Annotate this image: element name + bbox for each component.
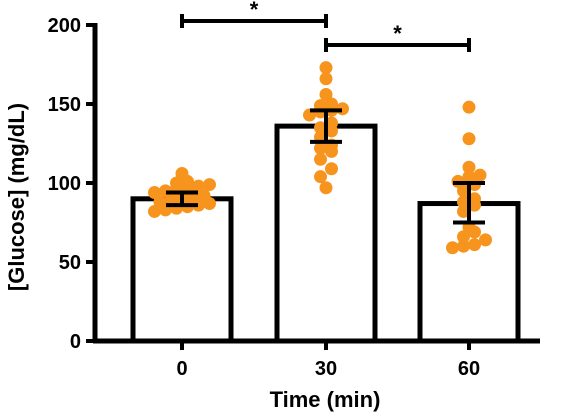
significance-layer: ** (180, 0, 471, 52)
data-point-30 (319, 88, 333, 102)
data-point-60 (446, 241, 459, 255)
data-point-0 (192, 179, 205, 193)
x-tick-label: 0 (176, 358, 187, 380)
bar-0 (130, 196, 234, 344)
data-point-60 (462, 160, 476, 174)
data-point-30 (314, 121, 327, 135)
data-point-30 (319, 61, 333, 75)
data-point-0 (148, 185, 161, 199)
data-point-60 (457, 204, 470, 218)
error-bars-layer (166, 108, 485, 225)
data-point-60 (457, 230, 470, 244)
data-point-0 (170, 176, 183, 190)
data-point-60 (462, 100, 476, 114)
x-tick-label: 60 (458, 358, 480, 380)
data-point-60 (468, 238, 481, 252)
y-tick-label: 200 (48, 15, 81, 37)
data-point-60 (457, 184, 470, 198)
data-point-60 (479, 233, 492, 247)
significance-label: * (250, 0, 259, 22)
data-point-0 (153, 195, 167, 209)
data-point-60 (462, 132, 476, 146)
data-point-30 (325, 116, 338, 130)
data-point-30 (314, 141, 327, 155)
data-point-60 (468, 192, 481, 206)
data-point-30 (325, 162, 338, 176)
x-tick-label: 30 (315, 358, 337, 380)
data-point-60 (462, 170, 476, 184)
significance-label: * (393, 21, 402, 46)
data-point-0 (203, 178, 216, 192)
data-point-30 (319, 181, 333, 195)
axes-layer: 0 50 100 150 200 0 30 60 (48, 15, 540, 380)
data-point-60 (473, 168, 487, 182)
y-axis-label: [Glucose] (mg/dL) (4, 103, 29, 291)
x-axis-label: Time (min) (270, 387, 381, 412)
y-tick-label: 150 (48, 94, 81, 116)
data-point-60 (457, 239, 470, 253)
data-point-30 (314, 170, 327, 184)
data-point-0 (148, 204, 161, 218)
data-point-30 (319, 72, 333, 86)
data-point-60 (457, 195, 470, 209)
y-tick-label: 100 (48, 173, 81, 195)
data-point-30 (314, 152, 327, 166)
data-point-0 (197, 189, 211, 203)
data-point-30 (325, 97, 338, 111)
y-tick-label: 0 (70, 331, 81, 353)
y-tick-label: 50 (59, 252, 81, 274)
data-point-0 (175, 167, 189, 181)
